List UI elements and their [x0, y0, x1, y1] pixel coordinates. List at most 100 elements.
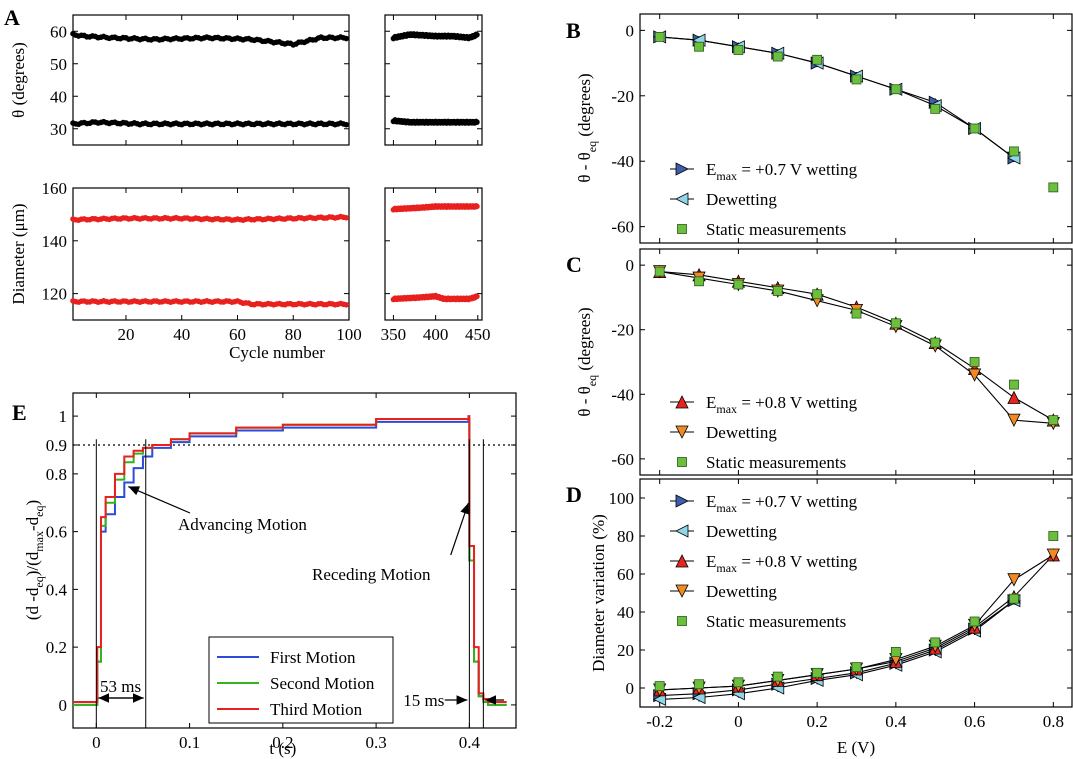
A2-series	[70, 213, 350, 223]
panel-label-a: A	[4, 5, 20, 30]
C-marker	[1048, 415, 1059, 426]
B-legend-marker	[675, 192, 689, 206]
D-marker	[1048, 531, 1059, 541]
A-point	[474, 31, 480, 38]
panel-c-ylabel: θ - θeq (degrees)	[575, 307, 599, 416]
legend-label-part: E	[706, 492, 716, 511]
legend-label-part: E	[706, 552, 716, 571]
C-marker	[1007, 413, 1021, 428]
E-15ms-label: 15 ms	[403, 691, 444, 710]
D-legend-item: Dewetting	[670, 522, 777, 541]
D-marker	[1007, 573, 1021, 587]
A-axes-1	[384, 14, 483, 146]
D-xtick-label: 0.2	[807, 712, 828, 731]
D-legend-marker	[675, 554, 689, 568]
C-marker	[733, 279, 744, 290]
A2-axes-1	[384, 187, 483, 321]
B-series	[653, 30, 1021, 165]
D-series	[654, 531, 1059, 691]
axis-label-part: eq	[32, 576, 46, 587]
B-marker	[812, 54, 823, 65]
A2-point	[474, 203, 480, 210]
D-xtick-label: -0.2	[646, 712, 673, 731]
A2-point	[343, 214, 350, 221]
legend-label-part: max	[716, 169, 737, 183]
B-marker	[890, 84, 901, 95]
B-legend-label: Emax = +0.7 V wetting	[706, 160, 858, 183]
D-ytick-label: 80	[617, 527, 634, 546]
A-point	[343, 121, 350, 128]
panel-a-ylabel: θ (degrees)	[9, 42, 28, 118]
panel-label-d: D	[566, 482, 582, 507]
C-legend-item: Emax = +0.8 V wetting	[670, 393, 858, 416]
C-marker	[654, 266, 665, 277]
legend-label-part: = +0.8 V wetting	[737, 552, 858, 571]
D-ytick-label: 20	[617, 641, 634, 660]
D-marker	[812, 667, 823, 678]
D-marker	[1009, 593, 1019, 604]
legend-label-part: = +0.7 V wetting	[737, 492, 858, 511]
D-marker	[694, 679, 704, 690]
A2-seg0-ytick-label: 140	[42, 232, 68, 251]
D-marker	[733, 677, 744, 688]
A-series	[70, 118, 350, 128]
A2-seg0-ytick-label: 160	[42, 179, 68, 198]
C-marker	[812, 289, 823, 300]
A2-series	[390, 203, 480, 213]
axis-label-part: (degrees)	[575, 73, 594, 141]
A2-seg0-xtick-label: 60	[229, 325, 246, 344]
B-legend-item: Dewetting	[670, 190, 777, 209]
C-marker	[772, 286, 783, 296]
D-series	[653, 593, 1021, 703]
axis-label-part: max	[32, 531, 46, 552]
B-legend-marker	[675, 162, 689, 176]
D-marker	[969, 616, 980, 627]
axis-label-part: θ - θ	[575, 152, 594, 182]
axis-label-part: )	[23, 500, 42, 506]
E-axes	[72, 392, 517, 729]
A2-point	[474, 293, 480, 300]
C-legend-label: Static measurements	[706, 453, 846, 472]
D-marker	[772, 671, 783, 682]
D-ytick-label: 60	[617, 565, 634, 584]
A-series	[390, 31, 480, 42]
E-legend-label: First Motion	[270, 648, 356, 667]
D-marker	[890, 647, 901, 657]
B-marker	[930, 103, 941, 114]
E-ytick-label: 1	[59, 407, 68, 426]
C-legend-marker	[675, 425, 689, 439]
B-marker	[1009, 146, 1019, 157]
A-seg0-ytick-label: 50	[50, 55, 67, 74]
B-legend-label: Static measurements	[706, 220, 846, 239]
A-series	[70, 30, 350, 48]
B-marker	[733, 45, 744, 55]
panel-label-e: E	[12, 400, 27, 425]
D-xtick-label: 0.4	[885, 712, 907, 731]
panel-e-xlabel: t (s)	[269, 739, 296, 758]
C-legend-label: Dewetting	[706, 423, 777, 442]
legend-label-part: max	[716, 402, 737, 416]
axis-label-part: (d -d	[23, 587, 42, 620]
axis-label-part: -d	[23, 516, 42, 531]
B-marker	[851, 74, 862, 85]
B-marker	[1048, 182, 1059, 193]
D-legend-item: Emax = +0.7 V wetting	[670, 492, 858, 515]
E-ytick-label: 0.9	[46, 436, 67, 455]
A2-point	[343, 302, 350, 308]
E-legend-label: Third Motion	[270, 700, 363, 719]
C-legend-marker	[677, 457, 687, 467]
C-marker	[851, 308, 862, 319]
D-legend-label: Dewetting	[706, 582, 777, 601]
E-ytick-label: 0.6	[46, 523, 67, 542]
E-xtick-label: 0.3	[365, 733, 386, 752]
A-axes-0	[72, 14, 350, 146]
panel-label-c: C	[566, 252, 582, 277]
B-legend-item: Static measurements	[677, 220, 846, 239]
D-legend-marker	[677, 616, 687, 626]
C-marker	[930, 337, 941, 348]
D-marker	[1046, 548, 1060, 562]
B-marker	[654, 32, 665, 42]
B-axes	[639, 13, 1073, 244]
